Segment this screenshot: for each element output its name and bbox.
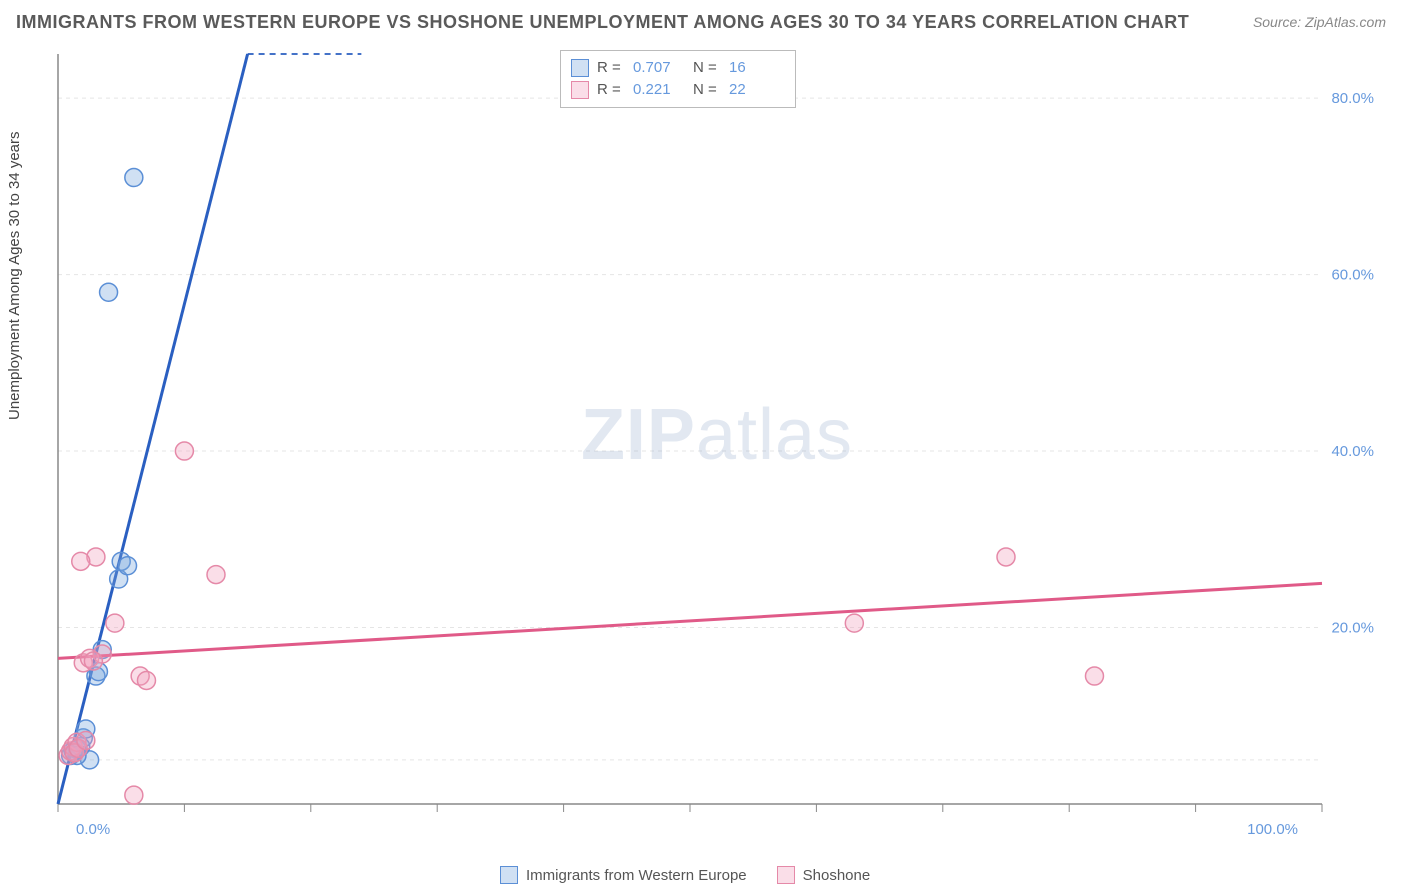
- n-label: N =: [693, 79, 721, 101]
- correlation-legend: R = 0.707 N = 16 R = 0.221 N = 22: [560, 50, 796, 108]
- legend-item-1: Immigrants from Western Europe: [500, 866, 747, 884]
- legend-label-2: Shoshone: [803, 867, 871, 884]
- r-label: R =: [597, 57, 625, 79]
- n-label: N =: [693, 57, 721, 79]
- swatch-series-2: [571, 81, 589, 99]
- swatch-series-1: [500, 866, 518, 884]
- series-legend: Immigrants from Western Europe Shoshone: [500, 866, 870, 884]
- n-value-1: 16: [729, 57, 781, 79]
- r-value-2: 0.221: [633, 79, 685, 101]
- legend-row-series-2: R = 0.221 N = 22: [571, 79, 781, 101]
- swatch-series-2: [777, 866, 795, 884]
- x-tick-label: 100.0%: [1247, 821, 1298, 838]
- n-value-2: 22: [729, 79, 781, 101]
- legend-label-1: Immigrants from Western Europe: [526, 867, 747, 884]
- y-axis-label: Unemployment Among Ages 30 to 34 years: [6, 131, 23, 420]
- x-tick-label: 0.0%: [76, 821, 110, 838]
- chart-area: 20.0%40.0%60.0%80.0%0.0%100.0% ZIPatlas: [52, 48, 1382, 838]
- chart-title: IMMIGRANTS FROM WESTERN EUROPE VS SHOSHO…: [16, 12, 1189, 33]
- swatch-series-1: [571, 59, 589, 77]
- source-credit: Source: ZipAtlas.com: [1253, 14, 1386, 30]
- y-tick-label: 40.0%: [1331, 443, 1374, 460]
- r-value-1: 0.707: [633, 57, 685, 79]
- legend-item-2: Shoshone: [777, 866, 871, 884]
- y-tick-label: 60.0%: [1331, 267, 1374, 284]
- y-tick-label: 80.0%: [1331, 90, 1374, 107]
- legend-row-series-1: R = 0.707 N = 16: [571, 57, 781, 79]
- y-tick-label: 20.0%: [1331, 620, 1374, 637]
- scatter-plot: 20.0% 40.0% 60.0% 80.0% 0.0% 100.0%: [52, 48, 1382, 838]
- r-label: R =: [597, 79, 625, 101]
